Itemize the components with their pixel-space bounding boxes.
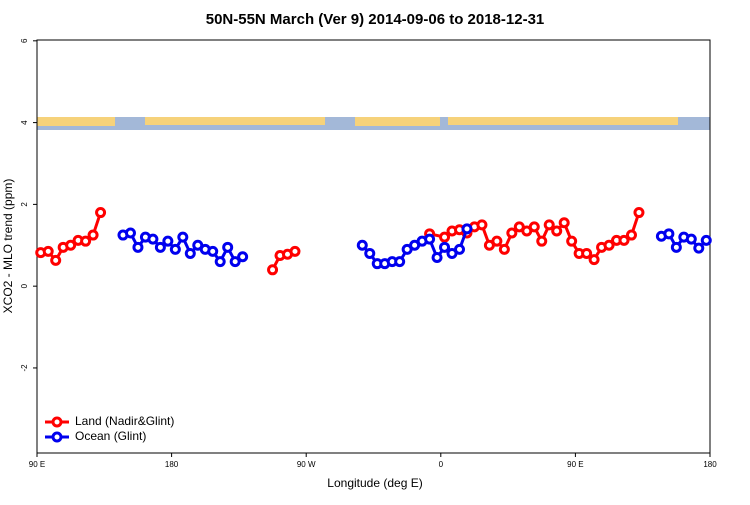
series-point [603,239,615,251]
legend-label: Land (Nadir&Glint) [75,414,174,428]
series-point [581,247,593,259]
series-point [588,254,600,266]
series-point [491,235,503,247]
series-point [50,254,62,266]
x-tick-label: 0 [439,460,444,469]
y-tick-label: -2 [20,364,29,372]
series-point [663,228,675,240]
series-point [506,227,518,239]
series-point [154,241,166,253]
series-point [267,264,279,276]
series-point [693,242,705,254]
series-point [229,256,241,268]
series-point [177,231,189,243]
series-point [364,247,376,259]
x-axis-label: Longitude (deg E) [327,476,422,490]
series-point [80,235,92,247]
x-tick-label: 180 [703,460,717,469]
series-point [439,241,451,253]
series-point [394,256,406,268]
y-tick-label: 2 [20,202,29,207]
series-point [536,235,548,247]
series-point [633,207,645,219]
series-point [528,221,540,233]
series-point [214,256,226,268]
series-point [124,227,136,239]
y-tick-label: 6 [20,38,29,43]
series-point [476,219,488,231]
series-point [207,245,219,257]
series-point [147,233,159,245]
series-point [87,229,99,241]
series-point [670,241,682,253]
x-tick-label: 90 E [567,460,583,469]
series-point [184,247,196,259]
series-point [95,207,107,219]
series-point [222,241,234,253]
y-tick-label: 4 [20,120,29,125]
series-point [431,252,443,264]
series-point [551,225,563,237]
series-point [132,241,144,253]
series-point [543,219,555,231]
series-point [65,239,77,251]
legend-label: Ocean (Glint) [75,429,146,443]
series-point [42,245,54,257]
y-axis-label: XCO2 - MLO trend (ppm) [1,179,15,314]
x-tick-label: 90 E [29,460,45,469]
plot-frame [36,39,711,454]
series-point [424,233,436,245]
legend-marker [51,416,63,428]
chart-title: 50N-55N March (Ver 9) 2014-09-06 to 2018… [206,11,545,28]
series-point [237,251,249,263]
series-point [685,233,697,245]
series-point [169,243,181,255]
series-point [625,229,637,241]
series-point [566,235,578,247]
series-point [498,243,510,255]
series-point [439,231,451,243]
series-point [162,235,174,247]
series-point [558,217,570,229]
series-point [700,234,712,246]
y-tick-label: 0 [20,283,29,288]
series-point [618,234,630,246]
map-strip [37,117,710,130]
series-point [289,245,301,257]
series-point [453,243,465,255]
x-tick-label: 180 [165,460,179,469]
series-point [461,223,473,235]
legend-marker [51,431,63,443]
x-tick-label: 90 W [297,460,316,469]
series-point [356,239,368,251]
